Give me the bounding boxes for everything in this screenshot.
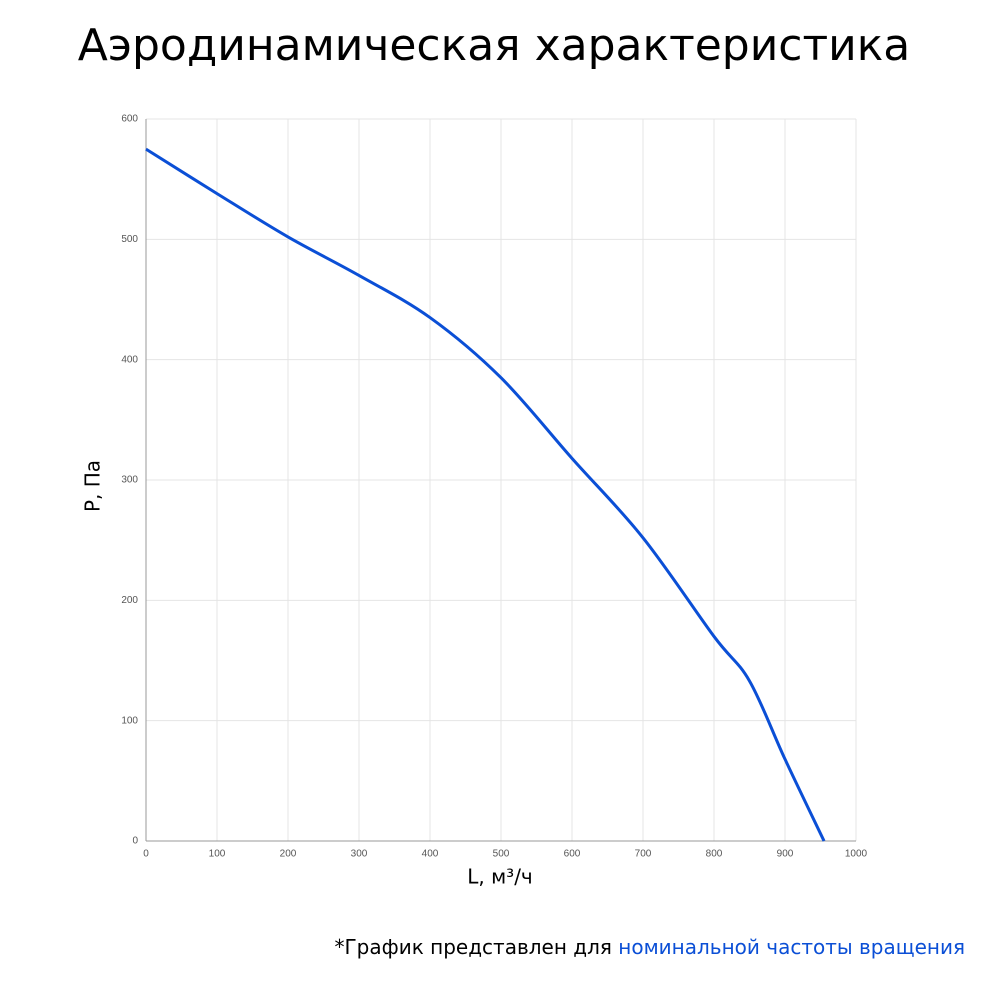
footnote-text: *График представлен для <box>334 935 618 959</box>
x-tick-label: 1000 <box>845 849 868 860</box>
y-tick-label: 600 <box>121 114 138 125</box>
x-tick-label: 0 <box>143 849 149 860</box>
y-tick-label: 0 <box>132 836 138 847</box>
x-tick-label: 700 <box>635 849 652 860</box>
x-axis-label: L, м³/ч <box>467 865 533 889</box>
y-tick-label: 100 <box>121 715 138 726</box>
y-tick-label: 300 <box>121 475 138 486</box>
x-tick-label: 100 <box>209 849 226 860</box>
x-tick-label: 600 <box>564 849 581 860</box>
y-axis-label: P, Па <box>81 460 105 512</box>
x-tick-label: 400 <box>422 849 439 860</box>
x-tick-label: 300 <box>351 849 368 860</box>
footnote: *График представлен для номинальной част… <box>334 935 965 959</box>
x-tick-label: 800 <box>706 849 723 860</box>
y-tick-label: 400 <box>121 354 138 365</box>
y-tick-label: 200 <box>121 595 138 606</box>
x-tick-label: 200 <box>280 849 297 860</box>
x-tick-label: 900 <box>777 849 794 860</box>
footnote-highlight: номинальной частоты вращения <box>618 935 965 959</box>
x-tick-label: 500 <box>493 849 510 860</box>
chart-title: Аэродинамическая характеристика <box>78 20 911 71</box>
curve <box>145 147 826 842</box>
y-tick-label: 500 <box>121 234 138 245</box>
